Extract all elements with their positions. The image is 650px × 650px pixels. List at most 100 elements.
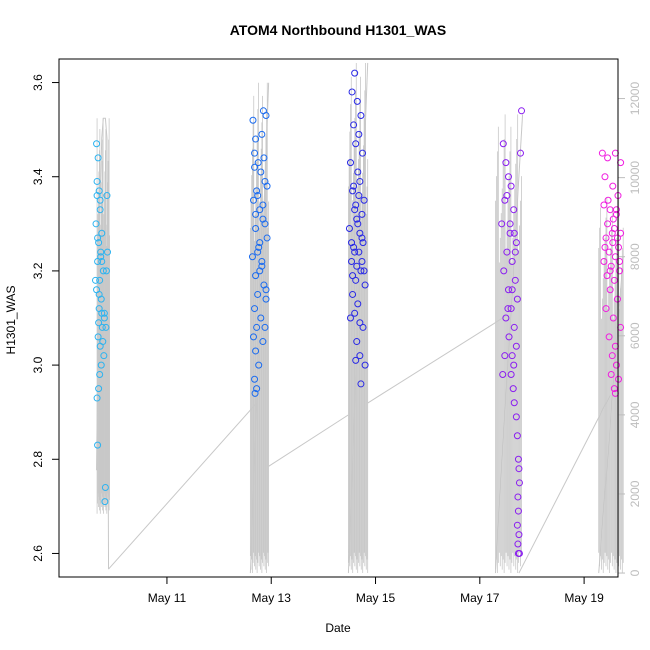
data-point [509, 385, 517, 393]
data-point [515, 549, 523, 557]
data-point [351, 309, 359, 317]
data-point [253, 323, 261, 331]
data-point [515, 479, 523, 487]
data-point [99, 338, 107, 346]
data-point [257, 314, 265, 322]
data-point [254, 290, 262, 298]
data-point [610, 276, 618, 284]
data-point [358, 210, 366, 218]
data-point [349, 290, 357, 298]
x-tick-label: May 19 [564, 591, 604, 605]
data-point [349, 272, 357, 280]
data-point [361, 281, 369, 289]
data-point [505, 333, 513, 341]
data-point [348, 239, 356, 247]
data-point [502, 159, 510, 167]
data-point [354, 300, 362, 308]
data-point [98, 323, 106, 331]
data-point [607, 371, 615, 379]
y-tick-label: 3.0 [31, 356, 45, 373]
data-point [510, 229, 518, 237]
data-point [604, 154, 612, 162]
data-point [513, 295, 521, 303]
data-point [94, 154, 102, 162]
y-tick-label: 3.6 [31, 74, 45, 91]
data-point [606, 267, 614, 275]
data-point [601, 243, 609, 251]
data-point [99, 267, 107, 275]
data-point [608, 352, 616, 360]
data-point [515, 531, 523, 539]
data-point [506, 229, 514, 237]
data-point [252, 347, 260, 355]
data-point [605, 248, 613, 256]
data-point [251, 375, 259, 383]
y-tick-label: 2.8 [31, 451, 45, 468]
data-point [513, 432, 521, 440]
data-point [358, 149, 366, 157]
data-point [611, 149, 619, 157]
data-point [258, 257, 266, 265]
data-point [346, 314, 354, 322]
data-point [514, 540, 522, 548]
data-point [615, 375, 623, 383]
data-point [604, 196, 612, 204]
data-point [351, 206, 359, 214]
data-point [358, 257, 366, 265]
altitude-segment [108, 402, 258, 570]
chart-title: ATOM4 Northbound H1301_WAS [230, 22, 447, 38]
y2-tick-label: 10000 [628, 161, 642, 195]
data-point [103, 192, 111, 200]
data-point [500, 267, 508, 275]
data-point [254, 159, 262, 167]
data-point [95, 385, 103, 393]
altitude-segment [347, 62, 369, 574]
data-point [617, 159, 625, 167]
data-point [515, 465, 523, 473]
data-point [359, 239, 367, 247]
data-point [514, 507, 522, 515]
data-point [251, 149, 259, 157]
data-point [97, 253, 105, 261]
data-points [92, 69, 625, 557]
data-point [252, 210, 260, 218]
data-point [359, 323, 367, 331]
data-point [504, 173, 512, 181]
x-tick-label: May 17 [460, 591, 500, 605]
data-point [248, 253, 256, 261]
data-point [263, 182, 271, 190]
altitude-segment [96, 117, 110, 570]
data-point [254, 248, 262, 256]
data-point [513, 521, 521, 529]
data-point [616, 267, 624, 275]
series-flight-3 [345, 69, 369, 388]
data-point [350, 121, 358, 129]
data-point [102, 323, 110, 331]
data-point [353, 338, 361, 346]
data-point [255, 361, 263, 369]
data-point [609, 215, 617, 223]
data-point [96, 196, 104, 204]
data-point [351, 248, 359, 256]
data-point [508, 257, 516, 265]
data-point [94, 441, 102, 449]
data-point [263, 234, 271, 242]
data-point [609, 182, 617, 190]
data-point [252, 272, 260, 280]
data-point [616, 257, 624, 265]
data-point [262, 286, 270, 294]
data-point [92, 220, 100, 228]
data-point [518, 107, 526, 115]
data-point [508, 286, 516, 294]
data-point [352, 140, 360, 148]
altitude-segment [494, 114, 524, 574]
data-point [512, 239, 520, 247]
data-point [612, 210, 620, 218]
data-point [255, 243, 263, 251]
data-point [511, 248, 519, 256]
data-point [252, 225, 260, 233]
data-point [511, 276, 519, 284]
data-point [499, 371, 507, 379]
data-point [507, 371, 515, 379]
data-point [256, 239, 264, 247]
